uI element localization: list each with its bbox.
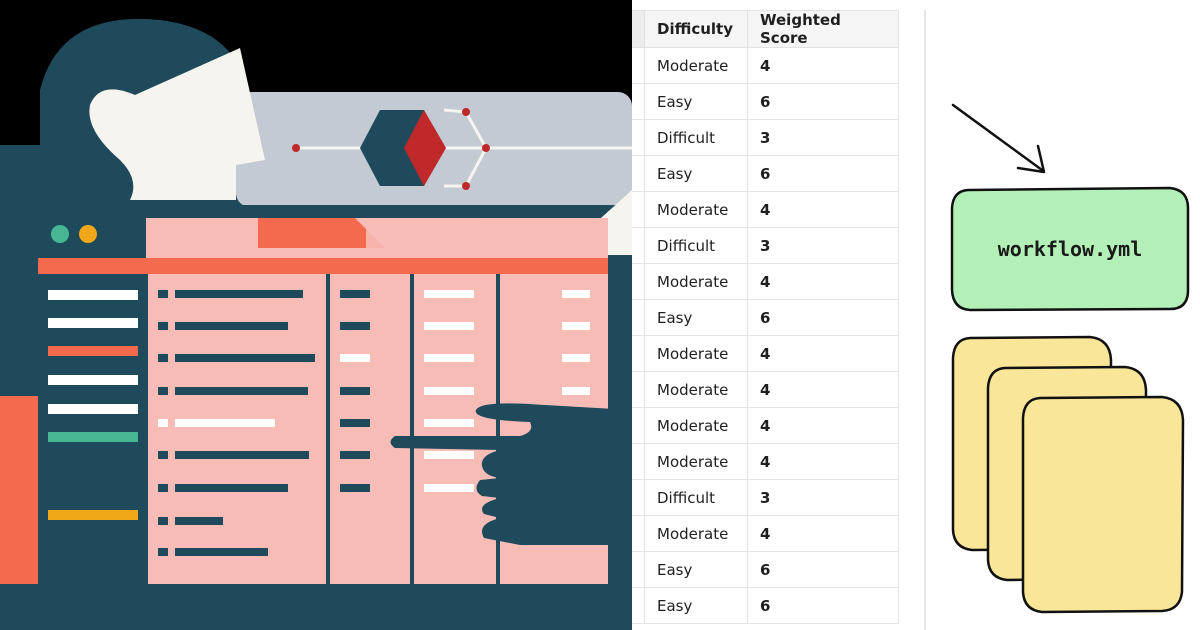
row-name bbox=[632, 191, 645, 228]
window-header-bar bbox=[38, 258, 608, 274]
workflow-diagram: workflow.yml bbox=[950, 0, 1200, 630]
table-row: Easy 6 bbox=[632, 587, 899, 624]
row-score: 4 bbox=[747, 371, 899, 408]
row-name: m bbox=[632, 515, 645, 552]
arrow-head-icon bbox=[1016, 144, 1046, 174]
pointing-hand bbox=[390, 403, 632, 545]
table-scroll-edge bbox=[924, 10, 926, 630]
row-score: 6 bbox=[747, 299, 899, 336]
row-score: 6 bbox=[747, 155, 899, 192]
row-difficulty: Easy bbox=[644, 83, 748, 120]
row-difficulty: Easy bbox=[644, 155, 748, 192]
workflow-box bbox=[950, 186, 1190, 312]
workflow-file-label: workflow.yml bbox=[998, 237, 1143, 261]
row-difficulty: Moderate bbox=[644, 515, 748, 552]
window-dot-amber bbox=[79, 225, 97, 243]
row-name bbox=[632, 551, 645, 588]
row-name: m bbox=[632, 443, 645, 480]
row-difficulty: Moderate bbox=[644, 263, 748, 300]
row-difficulty: Moderate bbox=[644, 191, 748, 228]
table-row: mModerate4 bbox=[632, 335, 899, 372]
row-name: m bbox=[632, 479, 645, 516]
row-name bbox=[632, 155, 645, 192]
column-header-name bbox=[632, 10, 645, 48]
scores-table-panel: Difficulty Weighted Score Moderate 4 Easy… bbox=[632, 0, 950, 630]
row-score: 4 bbox=[747, 335, 899, 372]
row-score: 3 bbox=[747, 479, 899, 516]
arrow-line bbox=[951, 103, 1044, 172]
row-score: 3 bbox=[747, 227, 899, 264]
row-name bbox=[632, 119, 645, 156]
row-difficulty: Moderate bbox=[644, 47, 748, 84]
row-score: 6 bbox=[747, 587, 899, 624]
table-row: mModerate4 bbox=[632, 515, 899, 552]
dashboard-illustration bbox=[0, 0, 632, 630]
illustration-art bbox=[0, 0, 632, 630]
stack-card-front bbox=[1021, 395, 1185, 614]
table-row: Moderate 4 bbox=[632, 191, 899, 228]
row-score: 4 bbox=[747, 515, 899, 552]
row-difficulty: Easy bbox=[644, 299, 748, 336]
column-header-weighted-score: Weighted Score bbox=[747, 10, 899, 48]
table-row: mModerate4 bbox=[632, 407, 899, 444]
table-row: mModerate4 bbox=[632, 371, 899, 408]
row-score: 4 bbox=[747, 263, 899, 300]
table-row: mDifficult3 bbox=[632, 479, 899, 516]
table-row: mModerate4 bbox=[632, 263, 899, 300]
row-difficulty: Easy bbox=[644, 551, 748, 588]
row-difficulty: Moderate bbox=[644, 443, 748, 480]
scores-table: Difficulty Weighted Score Moderate 4 Easy… bbox=[632, 10, 899, 624]
window-dot-green bbox=[51, 225, 69, 243]
table-row: mDifficult3 bbox=[632, 227, 899, 264]
row-name bbox=[632, 83, 645, 120]
row-score: 4 bbox=[747, 191, 899, 228]
row-score: 6 bbox=[747, 83, 899, 120]
row-score: 4 bbox=[747, 443, 899, 480]
table-row: mEasy6 bbox=[632, 299, 899, 336]
row-name: m bbox=[632, 407, 645, 444]
row-name bbox=[632, 587, 645, 624]
row-difficulty: Difficult bbox=[644, 227, 748, 264]
row-difficulty: Difficult bbox=[644, 479, 748, 516]
row-score: 3 bbox=[747, 119, 899, 156]
row-name bbox=[632, 47, 645, 84]
table-row: Difficult 3 bbox=[632, 119, 899, 156]
row-score: 4 bbox=[747, 47, 899, 84]
row-difficulty: Moderate bbox=[644, 335, 748, 372]
table-row: Easy 6 bbox=[632, 551, 899, 588]
row-difficulty: Difficult bbox=[644, 119, 748, 156]
column-header-difficulty: Difficulty bbox=[644, 10, 748, 48]
row-difficulty: Moderate bbox=[644, 371, 748, 408]
table-row: Easy 6 bbox=[632, 83, 899, 120]
table-row: Moderate 4 bbox=[632, 47, 899, 84]
table-row: mModerate4 bbox=[632, 443, 899, 480]
row-name: m bbox=[632, 227, 645, 264]
row-score: 4 bbox=[747, 407, 899, 444]
row-score: 6 bbox=[747, 551, 899, 588]
table-row: Easy 6 bbox=[632, 155, 899, 192]
row-name: m bbox=[632, 371, 645, 408]
row-difficulty: Moderate bbox=[644, 407, 748, 444]
row-name: m bbox=[632, 263, 645, 300]
row-name: m bbox=[632, 335, 645, 372]
row-difficulty: Easy bbox=[644, 587, 748, 624]
table-header-row: Difficulty Weighted Score bbox=[632, 10, 899, 48]
row-name: m bbox=[632, 299, 645, 336]
